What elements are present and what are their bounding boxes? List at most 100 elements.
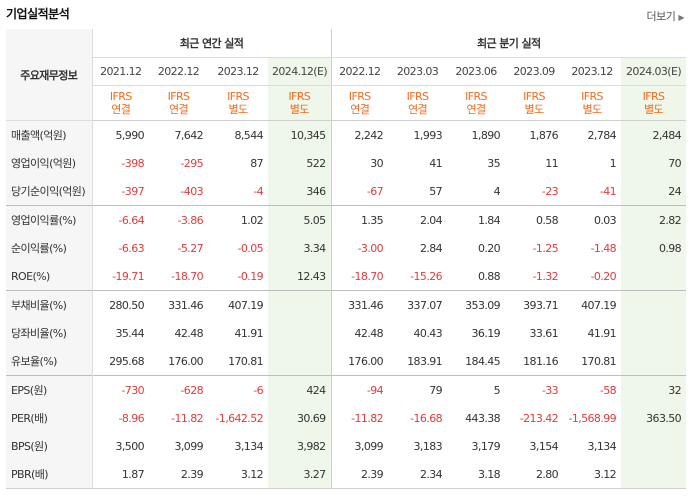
accounting-standard: IFRS [642, 90, 665, 103]
consolidation-basis: 연결 [168, 103, 189, 116]
value-cell: 0.58 [505, 205, 564, 234]
value-cell [621, 319, 687, 347]
value-cell: -58 [563, 375, 622, 404]
basis-header: IFRS 연결 [447, 85, 506, 121]
table-row: BPS(원) 3,500 3,099 3,134 3,982 3,099 3,183 3,17… [6, 432, 687, 460]
value-cell: 2.84 [419, 241, 443, 255]
value-cell: 1.87 [92, 460, 149, 489]
value-cell: 407.19 [208, 290, 268, 319]
value-cell [621, 290, 687, 319]
table-row: ROE(%) -19.71 -18.70 -0.19 12.43 -18.70 -15.26… [6, 262, 687, 291]
value-cell: 331.46 [330, 290, 389, 319]
basis-header: IFRS 연결 [92, 85, 149, 121]
value-cell: 79 [388, 375, 448, 404]
consolidation-basis: 별도 [524, 103, 545, 116]
row-label: BPS(원) [6, 432, 93, 460]
value-cell: 424 [268, 375, 332, 404]
financial-table: 주요재무정보 최근 연간 실적 최근 분기 실적 2021.12 2022.12 2… [6, 29, 687, 489]
value-cell [621, 347, 687, 376]
value-cell: -67 [330, 177, 389, 206]
row-label: 부채비율(%) [6, 290, 93, 319]
value-cell: -0.19 [237, 269, 264, 283]
basis-header: IFRS 별도 [621, 85, 687, 121]
value-cell: -1.32 [532, 269, 559, 283]
section-title: 기업실적분석 [6, 7, 70, 21]
value-cell: 3,183 [413, 439, 443, 453]
value-cell: 2,242 [330, 120, 389, 149]
accounting-standard: IFRS [227, 90, 249, 103]
table-row: 부채비율(%) 280.50 331.46 407.19 331.46 337.07 353… [6, 290, 687, 319]
value-cell: 2.39 [330, 460, 389, 489]
value-cell: 170.81 [581, 354, 617, 368]
value-cell: 2,484 [621, 120, 687, 149]
value-cell: -398 [121, 156, 144, 170]
value-cell: 2.80 [505, 460, 564, 489]
basis-header: IFRS 연결 [388, 85, 448, 121]
accounting-standard: IFRS [167, 90, 190, 103]
table-row: PBR(배) 1.87 2.39 3.12 3.27 2.39 2.34 3.18 2.80 3.… [6, 460, 687, 489]
value-cell: -3.86 [149, 205, 208, 234]
value-cell: -19.71 [112, 269, 144, 283]
value-cell: 183.91 [407, 354, 443, 368]
value-cell: 5.05 [268, 205, 332, 234]
table-row: 당기순이익(억원) -397 -403 -4 346 -67 57 4 -23 -41 24 [6, 177, 687, 206]
value-cell: 70 [621, 149, 687, 177]
value-cell: -6 [208, 375, 268, 404]
value-cell [268, 319, 332, 347]
value-cell: 30 [330, 149, 389, 177]
value-cell: -213.42 [519, 411, 559, 425]
consolidation-basis: 별도 [582, 103, 603, 116]
value-cell [621, 460, 687, 489]
value-cell: 331.46 [149, 290, 208, 319]
value-cell: -4 [253, 184, 263, 198]
value-cell: 35 [487, 156, 501, 170]
value-cell: 1.02 [208, 205, 268, 234]
value-cell: 346 [268, 177, 332, 206]
accounting-standard: IFRS [288, 90, 311, 103]
more-link[interactable]: 더보기 ▶ [646, 8, 684, 24]
accounting-standard: IFRS [465, 90, 487, 103]
value-cell: 24 [621, 177, 687, 206]
value-cell: 3.12 [563, 460, 622, 489]
value-cell: -5.27 [177, 241, 204, 255]
value-cell: -8.96 [118, 411, 145, 425]
row-label: ROE(%) [6, 262, 93, 291]
value-cell: 42.48 [174, 326, 204, 340]
period-header: 2023.09 [505, 57, 564, 86]
value-cell: -0.05 [237, 241, 264, 255]
value-cell: -18.70 [171, 269, 203, 283]
value-cell: -1.48 [590, 241, 617, 255]
period-header: 2023.06 [447, 57, 506, 86]
value-cell [268, 347, 332, 376]
value-cell: 393.71 [505, 290, 564, 319]
accounting-standard: IFRS [581, 90, 603, 103]
value-cell: 3.27 [268, 460, 332, 489]
accounting-standard: IFRS [406, 90, 429, 103]
value-cell: 8,544 [234, 128, 264, 142]
row-label: 당좌비율(%) [6, 319, 93, 347]
value-cell [621, 432, 687, 460]
value-cell: 2.34 [388, 460, 448, 489]
accounting-standard: IFRS [348, 90, 371, 103]
value-cell: 2.39 [149, 460, 208, 489]
row-label: 영업이익(억원) [6, 149, 93, 177]
consolidation-basis: 별도 [644, 103, 664, 116]
value-cell: 7,642 [174, 128, 204, 142]
value-cell: -730 [92, 375, 149, 404]
value-cell: -403 [180, 184, 203, 198]
table-row: 매출액(억원) 5,990 7,642 8,544 10,345 2,242 1,993 1,… [6, 120, 687, 149]
basis-header: IFRS 별도 [563, 85, 622, 121]
value-cell: -18.70 [330, 262, 389, 291]
value-cell: -1.25 [532, 241, 559, 255]
value-cell: 3,500 [115, 439, 145, 453]
value-cell: 2,784 [587, 128, 617, 142]
consolidation-basis: 별도 [228, 103, 248, 116]
value-cell: 353.09 [447, 290, 506, 319]
value-cell: 3,099 [174, 439, 204, 453]
value-cell: 40.43 [413, 326, 443, 340]
value-cell: 41.91 [234, 326, 264, 340]
value-cell [621, 262, 687, 291]
value-cell: 1.35 [330, 205, 389, 234]
value-cell: 35.44 [115, 326, 145, 340]
consolidation-basis: 별도 [289, 103, 310, 116]
